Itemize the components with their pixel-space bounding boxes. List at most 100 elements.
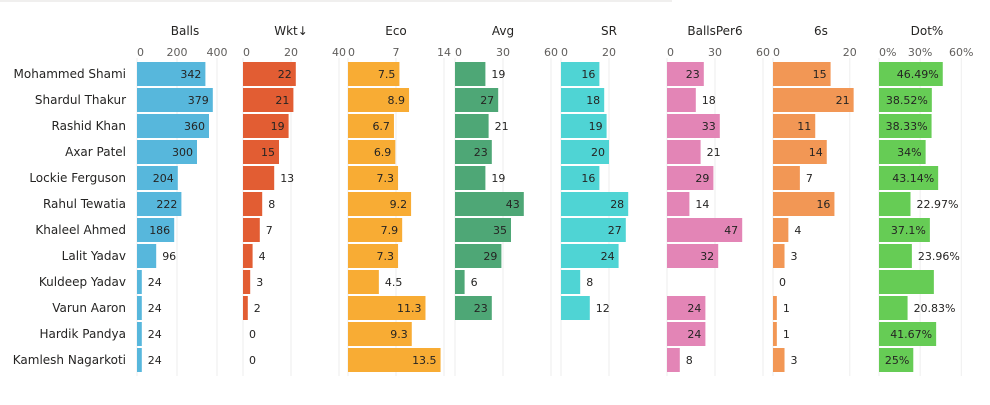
bar-eco-mohammed-shami bbox=[348, 62, 400, 86]
panel-title-balls: Balls bbox=[171, 24, 200, 38]
panel-title-avg: Avg bbox=[492, 24, 514, 38]
bar-balls-lockie-ferguson bbox=[137, 166, 178, 190]
data-label-balls-varun-aaron: 24 bbox=[148, 302, 162, 315]
bar-6s-lockie-ferguson bbox=[773, 166, 800, 190]
bar-balls-kamlesh-nagarkoti bbox=[137, 348, 142, 372]
data-label-6s-rahul-tewatia: 16 bbox=[816, 198, 830, 211]
data-label-ballsper6-mohammed-shami: 23 bbox=[686, 68, 700, 81]
bar-eco-lockie-ferguson bbox=[348, 166, 399, 190]
bar-balls-kuldeep-yadav bbox=[137, 270, 142, 294]
bar-wkt-mohammed-shami bbox=[243, 62, 296, 86]
category-label-lockie-ferguson: Lockie Ferguson bbox=[29, 171, 126, 185]
data-label-dot-hardik-pandya: 41.67% bbox=[890, 328, 932, 341]
data-label-ballsper6-lockie-ferguson: 29 bbox=[695, 172, 709, 185]
data-label-balls-lockie-ferguson: 204 bbox=[153, 172, 174, 185]
bar-sr-kuldeep-yadav bbox=[561, 270, 581, 294]
bar-sr-rahul-tewatia bbox=[561, 192, 629, 216]
bar-wkt-khaleel-ahmed bbox=[243, 218, 260, 242]
data-label-sr-axar-patel: 20 bbox=[591, 146, 605, 159]
category-label-axar-patel: Axar Patel bbox=[65, 145, 126, 159]
bar-eco-rahul-tewatia bbox=[348, 192, 412, 216]
tick-label-sr-0: 0 bbox=[561, 46, 568, 59]
category-label-shardul-thakur: Shardul Thakur bbox=[35, 93, 126, 107]
data-label-balls-shardul-thakur: 379 bbox=[188, 94, 209, 107]
category-label-kuldeep-yadav: Kuldeep Yadav bbox=[39, 275, 126, 289]
data-label-sr-varun-aaron: 12 bbox=[596, 302, 610, 315]
bar-wkt-axar-patel bbox=[243, 140, 279, 164]
panel-title-dot: Dot% bbox=[911, 24, 944, 38]
bar-ballsper6-varun-aaron bbox=[667, 296, 706, 320]
bar-dot-rahul-tewatia bbox=[879, 192, 911, 216]
bar-eco-axar-patel bbox=[348, 140, 396, 164]
data-label-eco-kamlesh-nagarkoti: 13.5 bbox=[412, 354, 437, 367]
bar-6s-shardul-thakur bbox=[773, 88, 854, 112]
tick-label-balls-2: 400 bbox=[207, 46, 228, 59]
bar-sr-khaleel-ahmed bbox=[561, 218, 626, 242]
bar-ballsper6-shardul-thakur bbox=[667, 88, 696, 112]
data-label-sr-mohammed-shami: 16 bbox=[581, 68, 595, 81]
bar-ballsper6-lalit-yadav bbox=[667, 244, 719, 268]
bar-sr-varun-aaron bbox=[561, 296, 590, 320]
bar-dot-axar-patel bbox=[879, 140, 926, 164]
data-label-balls-mohammed-shami: 342 bbox=[180, 68, 201, 81]
bar-eco-varun-aaron bbox=[348, 296, 426, 320]
tick-label-avg-2: 60 bbox=[544, 46, 558, 59]
bar-sr-rashid-khan bbox=[561, 114, 607, 138]
data-label-ballsper6-shardul-thakur: 18 bbox=[702, 94, 716, 107]
data-label-dot-lalit-yadav: 23.96% bbox=[918, 250, 960, 263]
bar-dot-hardik-pandya bbox=[879, 322, 937, 346]
data-label-balls-hardik-pandya: 24 bbox=[148, 328, 162, 341]
bar-sr-mohammed-shami bbox=[561, 62, 600, 86]
category-label-rashid-khan: Rashid Khan bbox=[52, 119, 126, 133]
bar-6s-axar-patel bbox=[773, 140, 827, 164]
data-label-balls-khaleel-ahmed: 186 bbox=[149, 224, 170, 237]
data-label-avg-mohammed-shami: 19 bbox=[491, 68, 505, 81]
bar-sr-lockie-ferguson bbox=[561, 166, 600, 190]
data-label-wkt-kamlesh-nagarkoti: 0 bbox=[249, 354, 256, 367]
data-label-eco-hardik-pandya: 9.3 bbox=[390, 328, 408, 341]
tick-label-ballsper6-1: 30 bbox=[708, 46, 722, 59]
bar-balls-mohammed-shami bbox=[137, 62, 206, 86]
data-label-wkt-khaleel-ahmed: 7 bbox=[266, 224, 273, 237]
data-label-dot-rashid-khan: 38.33% bbox=[886, 120, 928, 133]
bar-eco-hardik-pandya bbox=[348, 322, 412, 346]
data-label-dot-kamlesh-nagarkoti: 25% bbox=[885, 354, 909, 367]
data-label-avg-lalit-yadav: 29 bbox=[483, 250, 497, 263]
data-label-eco-mohammed-shami: 7.5 bbox=[378, 68, 396, 81]
bar-avg-varun-aaron bbox=[455, 296, 492, 320]
data-label-eco-kuldeep-yadav: 4.5 bbox=[385, 276, 403, 289]
bar-dot-shardul-thakur bbox=[879, 88, 932, 112]
data-label-eco-varun-aaron: 11.3 bbox=[397, 302, 422, 315]
bar-6s-hardik-pandya bbox=[773, 322, 777, 346]
data-label-sr-lockie-ferguson: 16 bbox=[581, 172, 595, 185]
bar-balls-hardik-pandya bbox=[137, 322, 142, 346]
data-label-sr-lalit-yadav: 24 bbox=[601, 250, 615, 263]
bar-ballsper6-mohammed-shami bbox=[667, 62, 704, 86]
data-label-avg-lockie-ferguson: 19 bbox=[491, 172, 505, 185]
bar-balls-khaleel-ahmed bbox=[137, 218, 175, 242]
tick-label-dot-2: 60% bbox=[949, 46, 973, 59]
data-label-6s-varun-aaron: 1 bbox=[783, 302, 790, 315]
bar-wkt-kuldeep-yadav bbox=[243, 270, 251, 294]
data-label-balls-rahul-tewatia: 222 bbox=[156, 198, 177, 211]
data-label-6s-hardik-pandya: 1 bbox=[783, 328, 790, 341]
panel-title-eco: Eco bbox=[385, 24, 407, 38]
data-label-ballsper6-hardik-pandya: 24 bbox=[687, 328, 701, 341]
data-label-eco-rahul-tewatia: 9.2 bbox=[390, 198, 408, 211]
data-label-ballsper6-varun-aaron: 24 bbox=[687, 302, 701, 315]
tick-label-avg-0: 0 bbox=[455, 46, 462, 59]
data-label-wkt-rashid-khan: 19 bbox=[271, 120, 285, 133]
tick-label-6s-0: 0 bbox=[773, 46, 780, 59]
bar-dot-kamlesh-nagarkoti bbox=[879, 348, 914, 372]
bar-avg-khaleel-ahmed bbox=[455, 218, 511, 242]
data-label-6s-rashid-khan: 11 bbox=[797, 120, 811, 133]
tick-label-6s-1: 20 bbox=[843, 46, 857, 59]
bar-dot-lalit-yadav bbox=[879, 244, 912, 268]
bar-wkt-lockie-ferguson bbox=[243, 166, 275, 190]
bar-ballsper6-axar-patel bbox=[667, 140, 701, 164]
data-label-ballsper6-rahul-tewatia: 14 bbox=[695, 198, 709, 211]
data-label-6s-kamlesh-nagarkoti: 3 bbox=[791, 354, 798, 367]
data-label-ballsper6-khaleel-ahmed: 47 bbox=[724, 224, 738, 237]
bar-avg-rahul-tewatia bbox=[455, 192, 524, 216]
bar-balls-varun-aaron bbox=[137, 296, 142, 320]
